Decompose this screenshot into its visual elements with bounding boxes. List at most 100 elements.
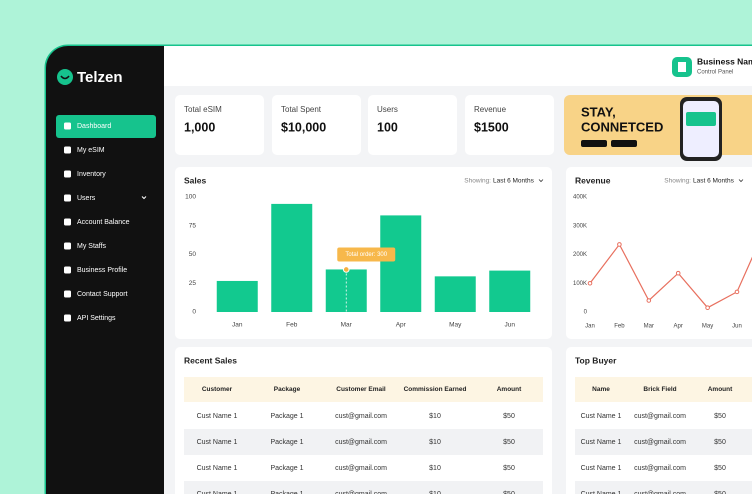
google-play [611,140,637,147]
cell: cust@gmail.com [335,439,387,446]
filter-value[interactable]: Last 6 Months [693,178,735,185]
point [734,289,740,295]
point [646,298,652,303]
chevron [738,179,744,183]
card-title: Top Buyer [575,355,617,365]
cell: $50 [714,491,726,494]
stat-value: $10,000 [281,120,326,134]
y-tick-label: 100 [185,194,196,201]
cell: Cust Name 1 [197,465,238,472]
stat-label: Total Spent [281,105,322,114]
x-tick-label: Apr [396,322,407,329]
business-name: Business Name [697,56,752,66]
y-tick-label: 0 [192,309,196,316]
cell: Package 1 [270,413,303,420]
x-tick-label: Feb [286,322,298,329]
nav-icon [64,218,71,226]
x-tick-label: Feb [614,324,625,330]
nav-item: My eSIM [77,147,105,154]
role: Control Panel [697,70,733,76]
cell: Cust Name 1 [197,439,238,446]
nav-item: Inventory [77,171,106,178]
tooltip [337,247,396,262]
card-title: Revenue [575,175,611,185]
column-header: Name [592,386,610,393]
column-header: Customer Email [336,386,386,393]
avatar-icon [678,62,686,72]
cell: $50 [503,491,515,494]
bar [434,276,476,312]
card [566,347,752,494]
chevron [538,179,544,183]
stat-value: $1500 [474,120,509,134]
table-row-bg [575,481,752,494]
point [705,305,710,310]
cell: $50 [714,439,726,446]
nav-icon [64,122,71,130]
table-header [184,377,543,402]
cell: Package 1 [270,439,303,446]
column-header: Brick Field [643,386,676,393]
cell: cust@gmail.com [634,491,686,494]
nav-item: Users [77,195,96,202]
nav-icon [64,266,71,274]
nav-icon [64,170,71,178]
nav-item: API Settings [77,315,116,322]
cell: $50 [714,465,726,472]
nav-item: Business Profile [77,267,127,274]
stat-card [272,95,361,155]
cell: $50 [503,439,515,446]
nav-icon [64,314,71,322]
phone-card [686,112,716,126]
point [617,242,622,247]
app: Telzen Business Name Control Panel Dashb… [46,46,752,494]
bar [271,203,313,312]
cell: Cust Name 1 [197,491,238,494]
column-header: Amount [708,386,733,393]
logo-smile [60,75,70,80]
cell: cust@gmail.com [634,439,686,446]
card [566,167,752,339]
y-tick-label: 200K [573,252,587,258]
nav-item: Account Balance [77,219,130,226]
filter-value[interactable]: Last 6 Months [493,178,535,185]
x-tick-label: Apr [674,324,683,330]
stat-card [368,95,457,155]
point [675,270,681,276]
y-tick-label: 50 [189,251,197,258]
table-row-bg [184,429,543,455]
promo-title: CONNETCED [581,119,663,134]
app-store [581,140,607,147]
cell: cust@gmail.com [634,413,686,420]
tooltip-dot [342,266,350,273]
stat-card [175,95,264,155]
chevron [141,196,147,200]
x-tick-label: May [449,322,462,329]
x-tick-label: May [702,324,713,330]
stat-value: 100 [377,120,398,134]
cell: Package 1 [270,465,303,472]
cell: cust@gmail.com [634,465,686,472]
stat-label: Total eSIM [184,105,222,114]
column-header: Package [274,386,301,393]
table-header [575,377,752,402]
y-tick-label: 25 [189,280,197,287]
cell: $50 [714,413,726,420]
cell: $10 [429,439,441,446]
phone-screen [683,101,719,157]
cell: Cust Name 1 [197,413,238,420]
nav-icon [64,194,71,202]
x-tick-label: Jan [232,322,243,329]
bar [216,280,258,312]
y-tick-label: 300K [573,223,587,229]
card-title: Sales [184,175,206,185]
stat-value: 1,000 [184,120,215,134]
table-row-bg [575,429,752,455]
x-tick-label: Jan [585,324,595,330]
nav-item: My Staffs [77,243,107,250]
cell: $50 [503,465,515,472]
cell: cust@gmail.com [335,491,387,494]
filter-label: Showing: [464,178,491,185]
